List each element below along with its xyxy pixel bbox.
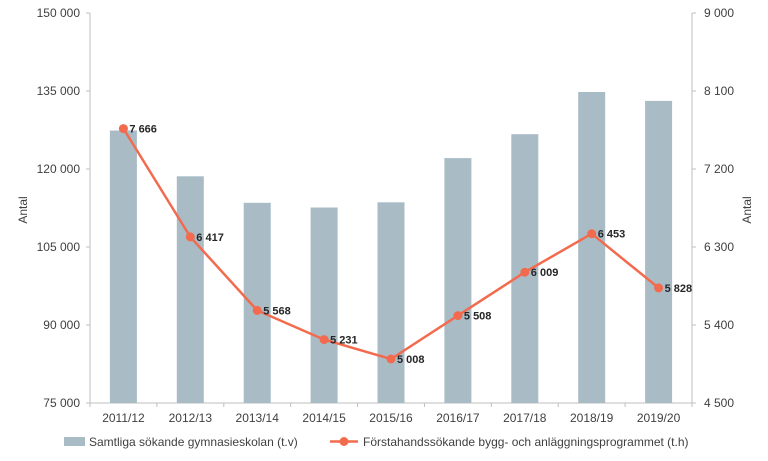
- line-point: [319, 335, 329, 345]
- right-tick-label: 5 400: [704, 318, 734, 332]
- line-point: [453, 311, 463, 321]
- bar: [310, 207, 338, 403]
- line-point: [654, 283, 664, 293]
- data-label: 6 009: [531, 267, 559, 279]
- bar: [444, 158, 472, 403]
- bar: [243, 202, 271, 403]
- data-label: 6 417: [196, 232, 224, 244]
- data-label: 7 666: [129, 124, 157, 136]
- line-point: [520, 267, 530, 277]
- line-point: [386, 354, 396, 364]
- right-tick-label: 4 500: [704, 396, 734, 410]
- x-tick-label: 2017/18: [503, 411, 547, 425]
- data-label: 5 508: [464, 311, 492, 323]
- left-tick-label: 135 000: [37, 84, 81, 98]
- right-tick-label: 7 200: [704, 162, 734, 176]
- left-tick-label: 75 000: [43, 396, 80, 410]
- line-point: [252, 305, 262, 315]
- bar-series: [109, 92, 673, 404]
- x-tick-label: 2019/20: [637, 411, 681, 425]
- right-axis-title: Antal: [740, 196, 754, 223]
- x-tick-label: 2014/15: [302, 411, 346, 425]
- data-label: 5 568: [263, 305, 291, 317]
- x-tick-label: 2012/13: [169, 411, 213, 425]
- right-tick-labels: 4 500 5 400 6 300 7 200 8 100 9 000: [692, 6, 734, 410]
- data-label: 5 231: [330, 335, 358, 347]
- bar: [109, 130, 137, 403]
- plot-area: 7 666 6 417 5 568 5 231 5 008 5 508 6 009 6 453…: [89, 13, 693, 404]
- bar: [645, 100, 673, 404]
- line-point: [587, 229, 597, 239]
- x-tick-label: 2011/12: [102, 411, 145, 425]
- line-point: [185, 232, 195, 242]
- legend-label-line: Förstahandssökande bygg- och anläggnings…: [363, 435, 689, 449]
- right-tick-label: 6 300: [704, 240, 734, 254]
- left-tick-label: 105 000: [37, 240, 81, 254]
- left-axis-title: Antal: [16, 196, 30, 223]
- data-labels: 7 666 6 417 5 568 5 231 5 008 5 508 6 009 6 453…: [129, 124, 692, 366]
- legend: Samtliga sökande gymnasieskolan (t.v) Fö…: [64, 435, 689, 449]
- bar: [176, 176, 204, 403]
- left-tick-label: 120 000: [37, 162, 81, 176]
- data-label: 5 008: [397, 354, 425, 366]
- bar: [578, 92, 606, 403]
- bar: [377, 202, 405, 403]
- x-tick-label: 2015/16: [369, 411, 413, 425]
- left-tick-label: 150 000: [37, 6, 81, 20]
- right-tick-label: 9 000: [704, 6, 734, 20]
- legend-item-bars: Samtliga sökande gymnasieskolan (t.v): [64, 435, 298, 449]
- left-tick-labels: 75 000 90 000 105 000 120 000 135 000 150 000: [37, 6, 90, 410]
- x-tick-label: 2016/17: [436, 411, 480, 425]
- x-tick-label: 2013/14: [236, 411, 280, 425]
- right-tick-label: 8 100: [704, 84, 734, 98]
- line-point: [118, 124, 128, 134]
- legend-swatch-marker: [339, 437, 349, 446]
- line-series: [118, 124, 664, 364]
- x-tick-label: 2018/19: [570, 411, 614, 425]
- x-tick-labels: 2011/12 2012/13 2013/14 2014/15 2015/16 2016/…: [89, 403, 693, 425]
- data-label: 6 453: [598, 229, 626, 241]
- left-tick-label: 90 000: [43, 318, 80, 332]
- legend-item-line: Förstahandssökande bygg- och anläggnings…: [330, 435, 689, 449]
- data-label: 5 828: [665, 283, 693, 295]
- legend-swatch-bars: [64, 437, 85, 446]
- legend-label-bars: Samtliga sökande gymnasieskolan (t.v): [89, 435, 298, 449]
